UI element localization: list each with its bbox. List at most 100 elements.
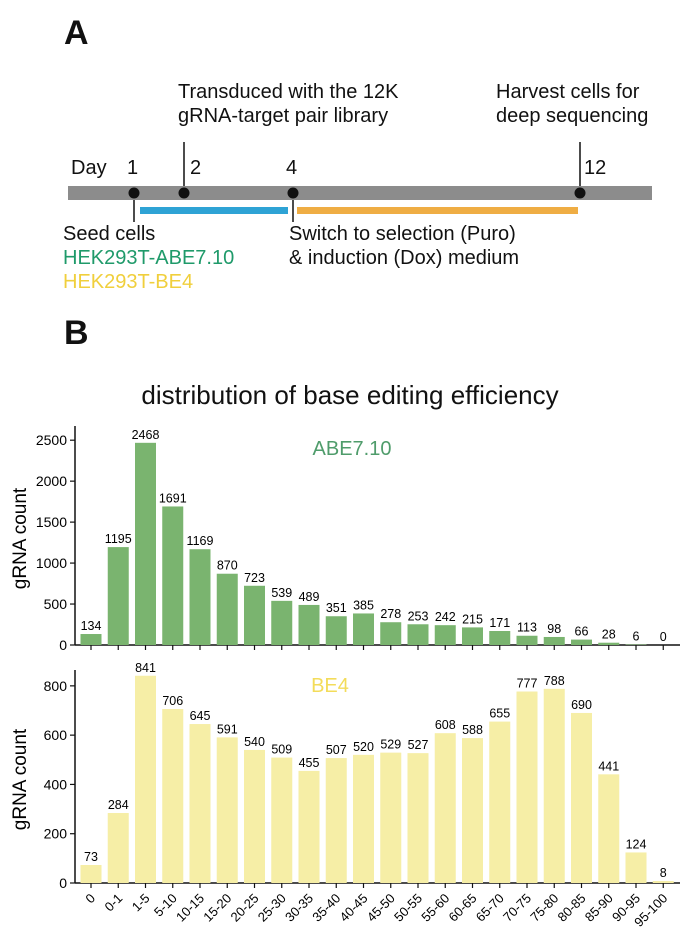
bar-value-label: 73 <box>84 850 98 864</box>
y-tick-label: 800 <box>44 678 68 694</box>
bar-value-label: 242 <box>435 610 456 624</box>
x-tick-label: 75-80 <box>527 891 561 925</box>
bar <box>543 688 565 883</box>
note-line: Harvest cells for <box>496 81 640 103</box>
bar-value-label: 98 <box>547 622 561 636</box>
bar <box>434 733 456 883</box>
day-2-dot <box>178 187 190 199</box>
bar-value-label: 841 <box>135 661 156 675</box>
bar-value-label: 706 <box>162 694 183 708</box>
bar-value-label: 113 <box>517 621 537 635</box>
day-4-dot <box>287 187 299 199</box>
bar-value-label: 455 <box>299 756 320 770</box>
y-tick-label: 0 <box>59 637 67 653</box>
bar-value-label: 1195 <box>105 532 132 546</box>
y-axis-label: gRNA count <box>10 728 31 830</box>
bar-value-label: 690 <box>571 698 592 712</box>
bar <box>516 691 538 883</box>
bar <box>135 442 156 645</box>
x-tick-label: 0-1 <box>101 891 125 915</box>
bar-value-label: 645 <box>190 709 211 723</box>
chart-title: distribution of base editing efficiency <box>141 380 559 410</box>
y-tick-label: 400 <box>44 776 68 792</box>
bar-value-label: 507 <box>326 743 347 757</box>
y-tick-label: 2000 <box>36 473 67 489</box>
bar-value-label: 1691 <box>159 491 187 505</box>
bar-value-label: 588 <box>462 723 483 737</box>
note-line: & induction (Dox) medium <box>289 247 520 269</box>
x-tick-label: 25-30 <box>255 891 289 925</box>
bar-value-label: 520 <box>353 740 374 754</box>
bar <box>353 613 374 645</box>
note-harvest: Harvest cells for deep sequencing <box>496 80 648 128</box>
cell-line-be4: HEK293T-BE4 <box>63 271 194 293</box>
y-tick-label: 200 <box>44 826 68 842</box>
day-1: 1 <box>127 157 139 179</box>
bar <box>571 712 592 883</box>
bar <box>489 721 511 883</box>
x-tick-label: 45-50 <box>364 891 398 925</box>
bar-value-label: 124 <box>626 837 647 851</box>
bar-value-label: 870 <box>217 559 238 573</box>
bar <box>271 600 293 645</box>
bar-value-label: 28 <box>602 628 616 642</box>
bar <box>271 757 293 883</box>
x-tick-label: 15-20 <box>200 891 234 925</box>
note-transduced: Transduced with the 12K gRNA-target pair… <box>178 80 399 128</box>
bar <box>216 573 238 645</box>
day-2: 2 <box>190 157 202 179</box>
bar-value-label: 0 <box>660 630 667 644</box>
bar <box>298 604 320 645</box>
bar <box>380 622 402 645</box>
bar <box>80 634 102 645</box>
note-line: gRNA-target pair library <box>178 105 389 127</box>
bar <box>434 625 456 645</box>
bar <box>489 630 511 645</box>
y-tick-label: 0 <box>59 875 67 891</box>
bar <box>462 627 483 645</box>
orange-period-bar <box>297 207 578 214</box>
y-tick-label: 1500 <box>36 514 67 530</box>
series-title: BE4 <box>311 675 349 697</box>
bar-value-label: 284 <box>108 798 129 812</box>
x-tick-label: 65-70 <box>473 891 507 925</box>
bar-value-label: 489 <box>299 590 320 604</box>
bar-value-label: 441 <box>598 759 619 773</box>
x-tick-label: 30-35 <box>282 891 316 925</box>
note-line: Transduced with the 12K <box>178 81 399 103</box>
bar-value-label: 777 <box>517 677 538 691</box>
bar <box>598 642 620 645</box>
bar <box>462 738 483 883</box>
bar <box>244 749 265 883</box>
bar-value-label: 385 <box>353 598 374 612</box>
bar <box>244 585 265 645</box>
bar-value-label: 527 <box>408 738 429 752</box>
series-title: ABE7.10 <box>313 438 392 460</box>
bar-value-label: 2468 <box>132 428 160 442</box>
bar-value-label: 788 <box>544 674 565 688</box>
bar <box>625 852 647 883</box>
x-tick-label: 20-25 <box>228 891 262 925</box>
bar-value-label: 608 <box>435 718 456 732</box>
panel-b-label: B <box>64 314 89 352</box>
day-label: Day <box>71 157 107 179</box>
bar-value-label: 539 <box>271 586 292 600</box>
timeline-bar <box>68 186 652 200</box>
note-switch: Switch to selection (Puro) & induction (… <box>289 222 519 270</box>
bar <box>353 754 374 883</box>
y-tick-label: 2500 <box>36 432 67 448</box>
bar <box>598 774 620 883</box>
bar <box>189 549 211 645</box>
bar-value-label: 8 <box>660 866 667 880</box>
x-tick-label: 35-40 <box>309 891 343 925</box>
bar-value-label: 351 <box>326 601 347 615</box>
note-seed: Seed cells HEK293T-ABE7.10 HEK293T-BE4 <box>63 222 234 294</box>
y-tick-label: 600 <box>44 727 68 743</box>
bar-value-label: 278 <box>380 607 401 621</box>
blue-period-bar <box>140 207 288 214</box>
bar-value-label: 591 <box>217 722 238 736</box>
bar-value-label: 6 <box>633 630 640 644</box>
day-12: 12 <box>584 157 607 179</box>
